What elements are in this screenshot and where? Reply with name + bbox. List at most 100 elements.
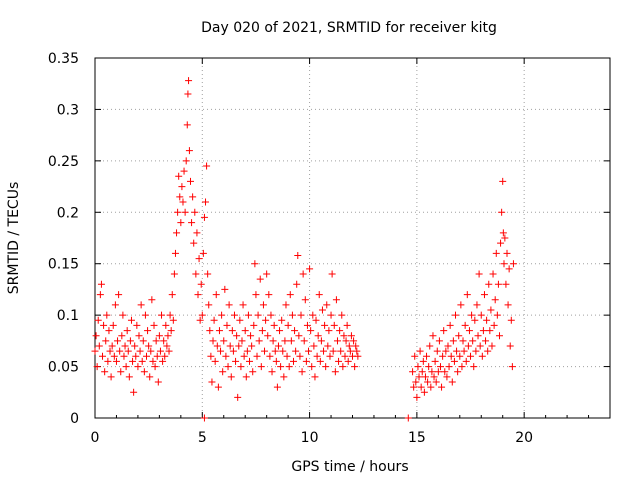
data-point: [200, 414, 208, 422]
data-point: [447, 352, 455, 360]
data-point: [452, 311, 459, 319]
data-point: [499, 229, 507, 237]
data-point: [180, 167, 188, 175]
data-point: [151, 363, 159, 371]
data-point: [129, 357, 137, 365]
data-point: [316, 357, 324, 365]
data-point: [257, 363, 265, 371]
data-point: [176, 193, 184, 201]
x-tick-label: 0: [91, 430, 100, 446]
data-point: [175, 172, 183, 180]
data-point: [164, 332, 172, 340]
data-point: [470, 363, 478, 371]
data-point: [309, 311, 317, 319]
data-point: [282, 301, 290, 309]
data-point: [455, 332, 463, 340]
data-point: [116, 347, 124, 355]
data-point: [489, 270, 497, 278]
data-point: [159, 357, 167, 365]
data-point: [156, 347, 164, 355]
data-point: [197, 280, 205, 288]
data-point: [195, 255, 203, 263]
data-point: [480, 291, 488, 299]
y-tick-label: 0.1: [57, 308, 79, 324]
data-point: [103, 311, 111, 319]
data-point: [287, 337, 295, 345]
data-point: [226, 342, 234, 350]
data-point: [409, 368, 417, 376]
data-point: [483, 316, 491, 324]
data-point: [249, 368, 257, 376]
data-point: [332, 296, 340, 304]
data-point: [191, 208, 199, 216]
data-point: [444, 342, 452, 350]
data-point: [438, 383, 446, 391]
data-point: [165, 347, 173, 355]
data-point: [411, 352, 419, 360]
data-point: [189, 193, 197, 201]
data-point: [314, 332, 322, 340]
data-point: [242, 373, 250, 381]
data-point: [186, 177, 194, 185]
data-point: [505, 265, 513, 273]
data-point: [501, 234, 509, 242]
data-point: [418, 368, 426, 376]
data-point: [161, 352, 169, 360]
data-point: [285, 363, 293, 371]
data-point: [509, 260, 517, 268]
data-point: [213, 342, 221, 350]
data-point: [474, 332, 482, 340]
data-point: [331, 368, 339, 376]
data-point: [264, 332, 272, 340]
data-point: [463, 291, 471, 299]
data-point: [131, 342, 139, 350]
data-point: [313, 352, 321, 360]
data-point: [243, 347, 251, 355]
data-point: [458, 363, 466, 371]
data-point: [428, 368, 436, 376]
plot-border: [94, 57, 611, 419]
data-point: [454, 368, 462, 376]
data-point: [472, 347, 480, 355]
data-point: [168, 291, 176, 299]
data-point: [145, 342, 153, 350]
data-point: [203, 162, 211, 170]
data-point: [244, 311, 252, 319]
data-point: [112, 357, 120, 365]
data-point: [469, 337, 477, 345]
data-point: [250, 321, 258, 329]
data-point: [238, 337, 246, 345]
data-point: [330, 321, 338, 329]
data-point: [485, 280, 493, 288]
data-point: [446, 321, 454, 329]
data-point: [185, 77, 193, 85]
data-point: [235, 342, 243, 350]
data-point: [252, 291, 260, 299]
y-tick-label: 0.35: [48, 51, 79, 67]
data-point: [236, 316, 244, 324]
data-point: [459, 337, 467, 345]
data-point: [123, 327, 131, 335]
data-point: [311, 373, 319, 381]
data-point: [240, 352, 248, 360]
data-point: [499, 177, 507, 185]
data-point: [283, 352, 291, 360]
data-point: [493, 311, 501, 319]
data-point: [487, 306, 495, 314]
data-point: [351, 363, 359, 371]
data-point: [488, 342, 496, 350]
data-point: [207, 352, 215, 360]
data-point: [101, 368, 109, 376]
data-point: [210, 316, 218, 324]
data-point: [508, 363, 516, 371]
x-tick-label: 15: [408, 430, 426, 446]
data-point: [256, 275, 264, 283]
data-point: [265, 291, 273, 299]
data-point: [115, 291, 123, 299]
data-point: [479, 327, 487, 335]
data-point: [324, 342, 332, 350]
data-point: [185, 147, 193, 155]
data-point: [173, 229, 181, 237]
data-point: [198, 311, 206, 319]
